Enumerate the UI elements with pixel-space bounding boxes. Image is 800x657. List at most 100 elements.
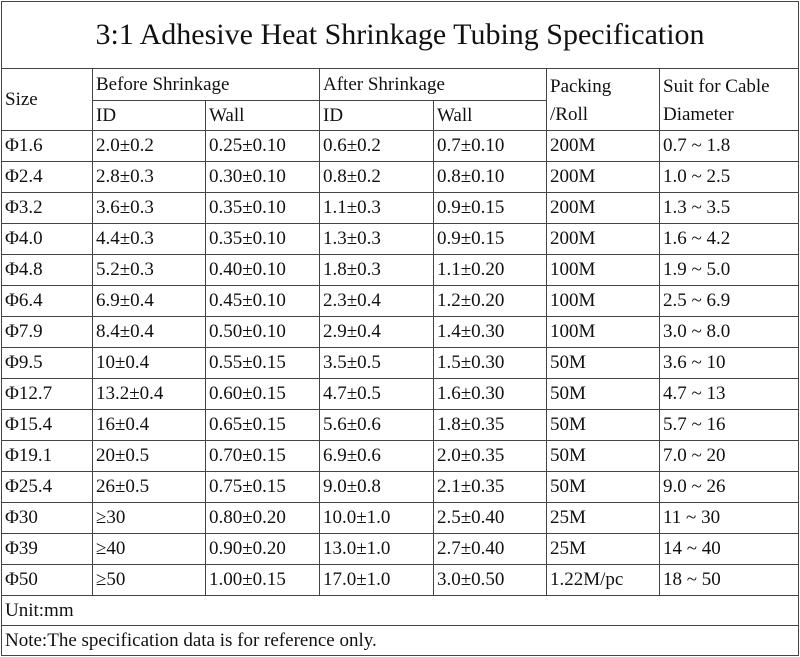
- table-cell: 5.7 ~ 16: [658, 409, 800, 441]
- table-row: Size Before Shrinkage After Shrinkage Packi…: [1, 68, 800, 131]
- table-cell: 0.7±0.10: [433, 130, 547, 162]
- table-cell: 6.9±0.6: [319, 440, 434, 472]
- table-cell: 2.0±0.35: [433, 440, 547, 472]
- table-row: Φ2.4 2.8±0.3 0.30±0.10 0.8±0.2 0.8±0.10 200M 1…: [1, 161, 800, 193]
- table-cell: 10.0±1.0: [319, 502, 434, 534]
- table-cell: 0.9±0.15: [433, 192, 547, 224]
- sub-header: Wall: [205, 100, 320, 131]
- table-cell: Φ12.7: [1, 378, 93, 410]
- table-cell: 13.0±1.0: [319, 533, 434, 565]
- table-cell: 1.00±0.15: [205, 564, 320, 596]
- table-cell: Φ25.4: [1, 471, 93, 503]
- table-cell: 200M: [546, 161, 660, 193]
- table-cell: 2.9±0.4: [319, 316, 434, 348]
- table-cell: 2.5±0.40: [433, 502, 547, 534]
- table-cell: 1.5±0.30: [433, 347, 547, 379]
- table-cell: 1.0 ~ 2.5: [658, 161, 800, 193]
- table-cell: 0.8±0.2: [319, 161, 434, 193]
- table-cell: 1.1±0.3: [319, 192, 434, 224]
- table-cell: 4.7±0.5: [319, 378, 434, 410]
- table-cell: 9.0±0.8: [319, 471, 434, 503]
- packing-header-line: /Roll: [550, 104, 589, 125]
- table-cell: ≥50: [92, 564, 206, 596]
- table-cell: Φ30: [1, 502, 93, 534]
- table-cell: 0.9±0.15: [433, 223, 547, 255]
- table-row: Φ39 ≥40 0.90±0.20 13.0±1.0 2.7±0.40 25M 14 ~ 4…: [1, 533, 800, 565]
- table-row: Φ12.7 13.2±0.4 0.60±0.15 4.7±0.5 1.6±0.30 50M…: [1, 378, 800, 410]
- table-cell: 0.65±0.15: [205, 409, 320, 441]
- table-cell: Φ39: [1, 533, 93, 565]
- table-cell: 2.3±0.4: [319, 285, 434, 317]
- table-cell: 11 ~ 30: [658, 502, 800, 534]
- table-row: Φ7.9 8.4±0.4 0.50±0.10 2.9±0.4 1.4±0.30 100M 3…: [1, 316, 800, 348]
- table-row: Φ3.2 3.6±0.3 0.35±0.10 1.1±0.3 0.9±0.15 200M 1…: [1, 192, 800, 224]
- table-cell: 200M: [546, 192, 660, 224]
- table-row: Note:The specification data is for refer…: [0, 625, 800, 656]
- table-cell: 1.3 ~ 3.5: [658, 192, 800, 224]
- table-cell: 100M: [546, 285, 660, 317]
- table-cell: 25M: [546, 533, 660, 565]
- table-cell: 100M: [546, 316, 660, 348]
- table-cell: 6.9±0.4: [92, 285, 206, 317]
- table-cell: Φ1.6: [1, 130, 93, 162]
- table-cell: 1.22M/pc: [546, 564, 660, 596]
- suit-header-line: Suit for Cable: [663, 76, 770, 97]
- table-cell: 1.2±0.20: [433, 285, 547, 317]
- table-cell: 13.2±0.4: [92, 378, 206, 410]
- table-cell: 4.4±0.3: [92, 223, 206, 255]
- table-cell: 0.75±0.15: [205, 471, 320, 503]
- table-cell: 25M: [546, 502, 660, 534]
- table-cell: 50M: [546, 347, 660, 379]
- table-cell: 0.40±0.10: [205, 254, 320, 286]
- table-cell: 200M: [546, 223, 660, 255]
- table-cell: 2.0±0.2: [92, 130, 206, 162]
- suit-header: Suit for Cable Diameter: [658, 68, 800, 131]
- table-cell: 14 ~ 40: [658, 533, 800, 565]
- packing-header: Packing/Roll: [546, 68, 660, 131]
- table-cell: 0.25±0.10: [205, 130, 320, 162]
- table-cell: 200M: [546, 130, 660, 162]
- table-cell: 0.45±0.10: [205, 285, 320, 317]
- table-cell: Φ15.4: [1, 409, 93, 441]
- table-cell: 1.8±0.3: [319, 254, 434, 286]
- reference-note: Note:The specification data is for refer…: [0, 625, 800, 656]
- table-row: Φ9.5 10±0.4 0.55±0.15 3.5±0.5 1.5±0.30 50M 3.6…: [1, 347, 800, 379]
- table-cell: 0.90±0.20: [205, 533, 320, 565]
- table-cell: 2.8±0.3: [92, 161, 206, 193]
- table-cell: 3.6 ~ 10: [658, 347, 800, 379]
- table-cell: 8.4±0.4: [92, 316, 206, 348]
- table-row: Φ30 ≥30 0.80±0.20 10.0±1.0 2.5±0.40 25M 11 ~ 3…: [1, 502, 800, 534]
- table-cell: Φ4.0: [1, 223, 93, 255]
- table-cell: 1.6 ~ 4.2: [658, 223, 800, 255]
- table-cell: Φ50: [1, 564, 93, 596]
- table-cell: 0.60±0.15: [205, 378, 320, 410]
- table-cell: 20±0.5: [92, 440, 206, 472]
- table-cell: 0.70±0.15: [205, 440, 320, 472]
- table-cell: Φ6.4: [1, 285, 93, 317]
- table-cell: 10±0.4: [92, 347, 206, 379]
- table-cell: 100M: [546, 254, 660, 286]
- table-cell: 1.1±0.20: [433, 254, 547, 286]
- table-cell: 17.0±1.0: [319, 564, 434, 596]
- table-row: Φ25.4 26±0.5 0.75±0.15 9.0±0.8 2.1±0.35 50M 9.…: [1, 471, 800, 503]
- table-cell: 50M: [546, 440, 660, 472]
- table-cell: Φ9.5: [1, 347, 93, 379]
- before-header: Before Shrinkage: [92, 68, 320, 101]
- table-cell: 5.2±0.3: [92, 254, 206, 286]
- suit-header-line: Diameter: [663, 104, 734, 125]
- table-cell: 0.6±0.2: [319, 130, 434, 162]
- table-cell: 5.6±0.6: [319, 409, 434, 441]
- table-cell: 0.35±0.10: [205, 192, 320, 224]
- table-cell: 50M: [546, 409, 660, 441]
- table-row: Φ15.4 16±0.4 0.65±0.15 5.6±0.6 1.8±0.35 50M 5.…: [1, 409, 800, 441]
- packing-header-line: Packing: [550, 76, 612, 97]
- table-row: Φ19.1 20±0.5 0.70±0.15 6.9±0.6 2.0±0.35 50M 7.…: [1, 440, 800, 472]
- table-cell: 2.7±0.40: [433, 533, 547, 565]
- table-cell: 50M: [546, 378, 660, 410]
- table-cell: 0.35±0.10: [205, 223, 320, 255]
- table-cell: ≥30: [92, 502, 206, 534]
- table-cell: Φ4.8: [1, 254, 93, 286]
- table-cell: 18 ~ 50: [658, 564, 800, 596]
- table-cell: 0.30±0.10: [205, 161, 320, 193]
